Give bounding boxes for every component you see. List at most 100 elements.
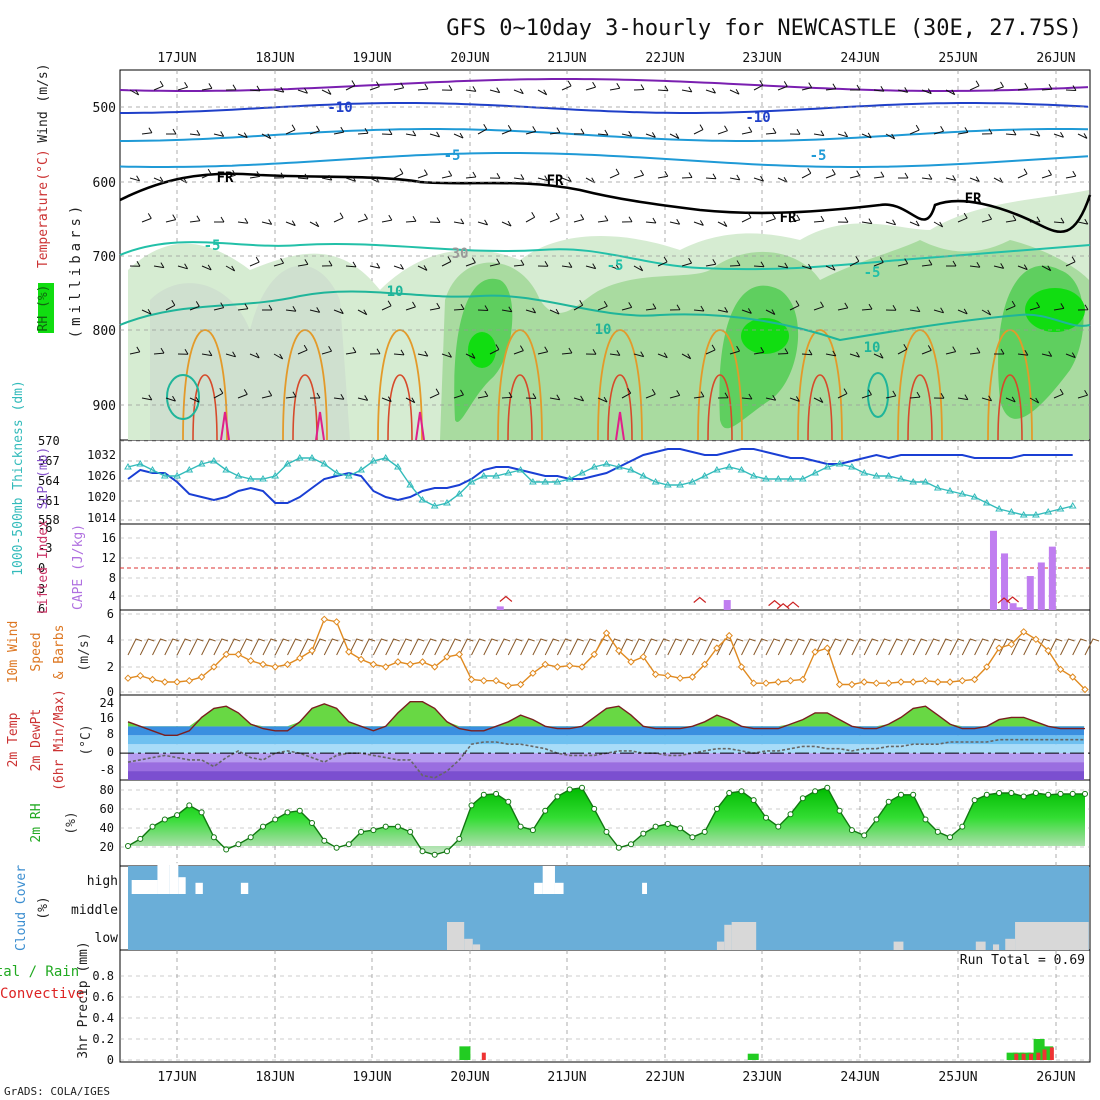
temp-band — [128, 726, 1084, 736]
wind-speed-point — [590, 650, 598, 659]
wind-barb — [705, 173, 717, 180]
wind-barb — [261, 133, 272, 140]
thickness-point — [553, 478, 562, 485]
wind-barb — [885, 305, 897, 311]
wind-speed-point — [602, 629, 611, 637]
wind-barb — [789, 129, 801, 135]
rh-point — [591, 805, 598, 812]
thickness-point — [467, 478, 476, 485]
wind-barb — [441, 352, 452, 358]
cloud-cell — [464, 938, 473, 950]
cloud-cell — [893, 941, 904, 950]
wind-barb — [309, 221, 320, 228]
wind-speed-point — [516, 680, 525, 689]
wind-barb — [573, 214, 585, 223]
wind-barb — [441, 170, 453, 179]
li-point — [499, 595, 513, 602]
precip-tick: 0 — [107, 1053, 114, 1067]
rh-point — [210, 834, 217, 841]
wind-barb — [729, 260, 741, 267]
temp-hot-contour — [907, 374, 933, 441]
wind-barb — [981, 309, 992, 316]
wind-barb — [898, 172, 909, 179]
wind-speed-point — [848, 680, 856, 689]
panel-frame-thick — [119, 439, 1091, 525]
wind-barb — [166, 128, 177, 135]
wind10m-barb — [826, 638, 842, 656]
cloud-row-label: low — [95, 931, 119, 946]
thickness-point — [492, 472, 500, 479]
wind-speed-point — [995, 644, 1003, 652]
thickness-tick: 570 — [38, 434, 60, 448]
thickness-point — [565, 475, 574, 482]
wind-barb — [405, 301, 416, 311]
wind-speed-point — [872, 679, 881, 687]
thickness-point — [749, 472, 758, 479]
wind-barb — [417, 350, 429, 357]
wind-speed-point — [259, 660, 267, 669]
wind-barb — [153, 347, 165, 355]
wind10m-barb — [998, 638, 1014, 656]
wind-barb — [645, 217, 657, 224]
wind-barb — [645, 303, 657, 311]
thickness-point — [811, 469, 819, 476]
temp-max-contour — [615, 411, 625, 441]
slp-tick: 1014 — [87, 511, 116, 525]
wind-barb — [201, 83, 213, 91]
wind-barb — [837, 388, 848, 399]
wind-barb — [705, 87, 716, 94]
thickness-point — [786, 475, 795, 482]
wind-barb — [393, 349, 405, 356]
wind-barb — [381, 129, 393, 135]
wind-barb — [141, 127, 153, 135]
wind-barb — [693, 391, 705, 399]
wind-barb — [885, 219, 897, 226]
cloud-panel — [128, 852, 1089, 950]
rh-mid-area-1 — [150, 265, 350, 440]
wind-barb — [393, 264, 404, 270]
wind-barb — [957, 394, 969, 401]
thickness-point — [246, 475, 255, 482]
wind-barb — [189, 301, 200, 311]
rh-tick: 60 — [100, 802, 114, 816]
wind-speed-point — [823, 644, 832, 652]
li-point — [693, 596, 707, 603]
wind-barb — [609, 83, 621, 91]
cape-tick: 8 — [109, 571, 116, 585]
thickness-point — [394, 463, 402, 470]
wind-speed-point — [541, 660, 549, 669]
thickness-point — [1068, 502, 1077, 509]
wind-barb — [681, 172, 693, 179]
cloud-cell — [642, 882, 647, 894]
wind-barb — [381, 396, 392, 403]
wind10m-barb — [201, 638, 216, 656]
cloud-row-label: high — [87, 874, 118, 889]
rh-point — [640, 830, 647, 837]
wind-speed-point — [430, 663, 439, 671]
pressure-tick: 500 — [93, 101, 116, 116]
wind-barb — [310, 392, 321, 399]
cloud-sky — [128, 866, 1089, 950]
wind-barb — [262, 304, 273, 311]
precip-convective-bar — [1036, 1052, 1041, 1060]
cloud-cell — [992, 944, 1000, 950]
rh-point — [628, 841, 634, 848]
rh-point — [1045, 791, 1052, 798]
wind-barb — [621, 387, 632, 399]
wind-barb — [501, 392, 513, 399]
wind-barb — [1029, 301, 1041, 311]
rh-point — [247, 834, 254, 841]
wind-barb — [489, 87, 501, 94]
li-tick: -6 — [38, 521, 52, 535]
thickness-point — [1007, 508, 1016, 515]
thickness-point — [455, 490, 464, 497]
thickness-point — [602, 460, 611, 467]
wind10m-barb — [802, 638, 817, 656]
date-label-top: 20JUN — [450, 51, 489, 66]
thickness-point — [663, 481, 672, 488]
rh-point — [922, 816, 929, 823]
thickness-point — [541, 478, 550, 485]
wind-barb — [705, 344, 716, 355]
wind-speed-point — [124, 674, 132, 682]
wind-speed-point — [296, 654, 304, 662]
